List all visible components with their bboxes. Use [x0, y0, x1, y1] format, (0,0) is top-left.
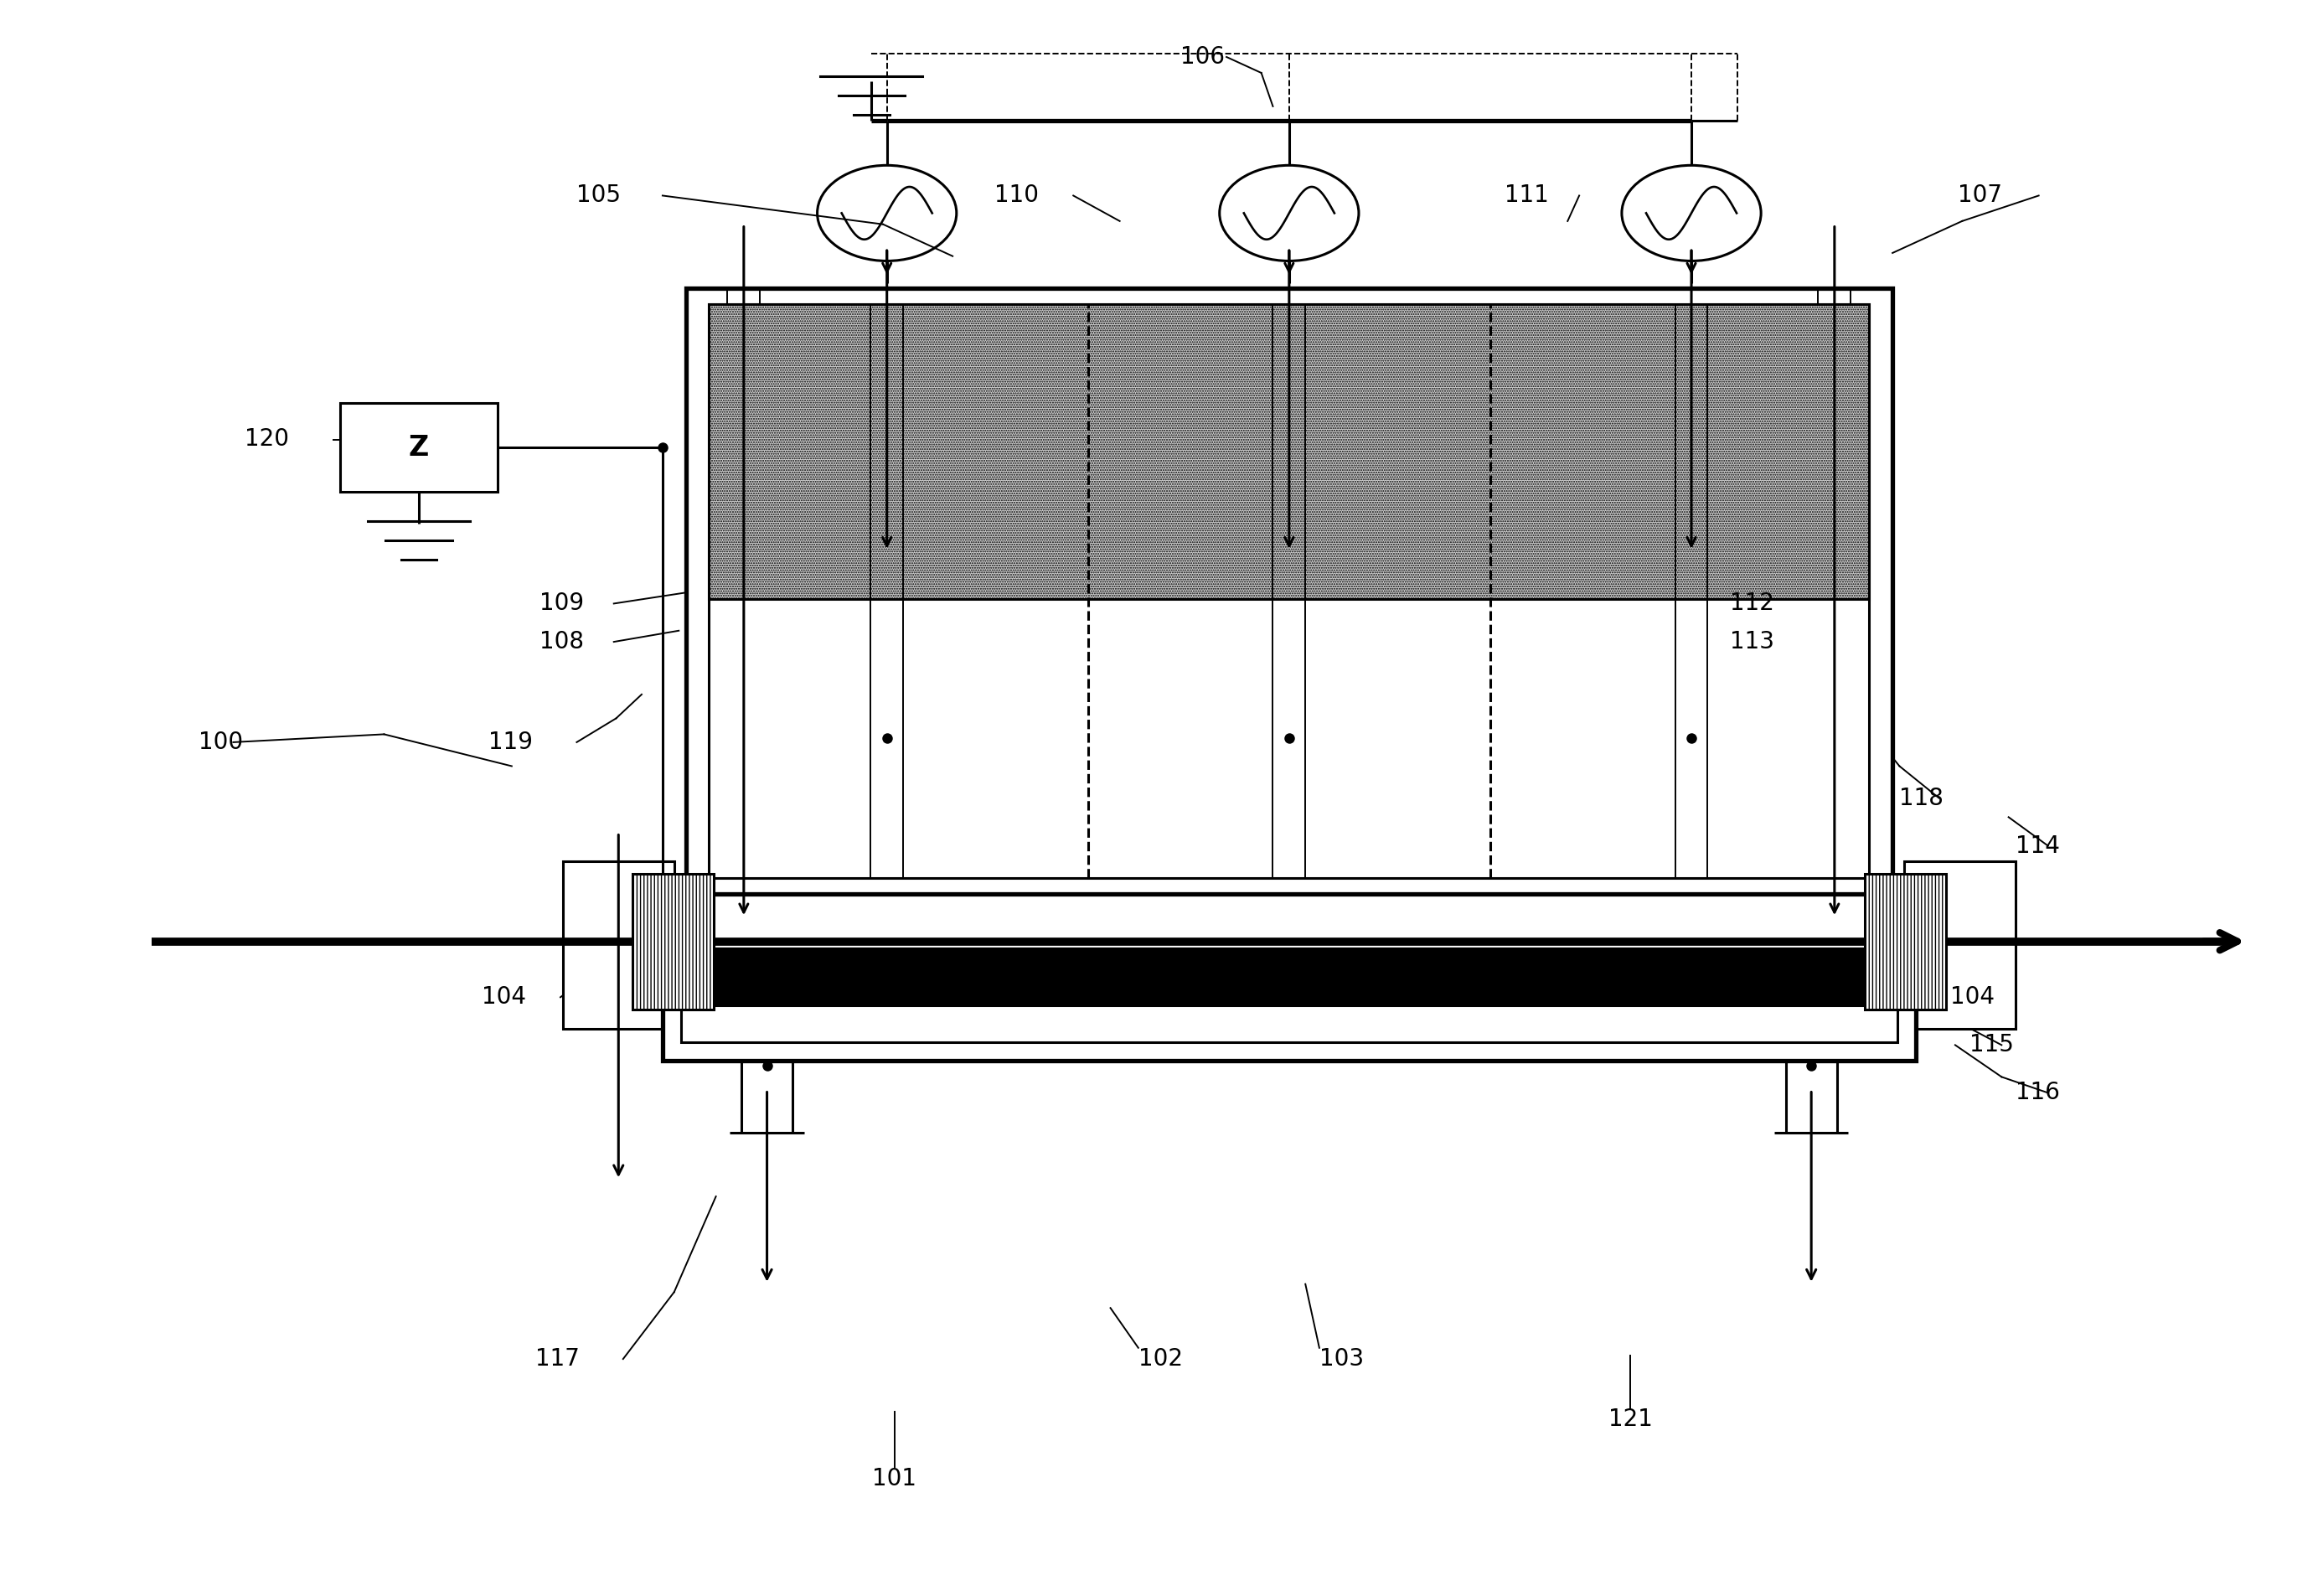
Bar	[709, 303, 1870, 598]
Text: 115: 115	[1970, 1033, 2014, 1057]
Text: 113: 113	[1731, 630, 1775, 653]
Text: 106: 106	[1180, 45, 1224, 69]
Text: 108: 108	[539, 630, 583, 653]
Text: 104: 104	[481, 985, 525, 1009]
Bar	[1865, 873, 1947, 1009]
Bar	[339, 402, 497, 492]
Text: 103: 103	[1319, 1347, 1364, 1371]
Text: 118: 118	[1900, 787, 1944, 809]
Text: 100: 100	[197, 731, 244, 753]
Text: 110: 110	[994, 184, 1038, 207]
Bar	[709, 303, 1870, 878]
Bar	[562, 862, 674, 1028]
Bar	[681, 950, 1898, 1005]
Text: 120: 120	[244, 428, 290, 452]
Text: 102: 102	[1138, 1347, 1182, 1371]
Bar	[662, 950, 1916, 1061]
Text: 109: 109	[539, 592, 583, 616]
Text: 121: 121	[1608, 1408, 1652, 1432]
Text: 117: 117	[534, 1347, 578, 1371]
Bar	[632, 873, 713, 1009]
Text: 111: 111	[1505, 184, 1549, 207]
Text: 107: 107	[1958, 184, 2002, 207]
Text: 105: 105	[576, 184, 620, 207]
Text: Z: Z	[409, 434, 430, 461]
Text: 101: 101	[873, 1467, 918, 1491]
Text: 116: 116	[2016, 1080, 2061, 1104]
Text: 119: 119	[488, 731, 532, 753]
Bar	[1905, 862, 2016, 1028]
Bar	[685, 287, 1893, 894]
Text: 114: 114	[2016, 835, 2061, 857]
Text: 104: 104	[1951, 985, 1995, 1009]
Bar	[681, 1005, 1898, 1042]
Text: 112: 112	[1731, 592, 1775, 616]
